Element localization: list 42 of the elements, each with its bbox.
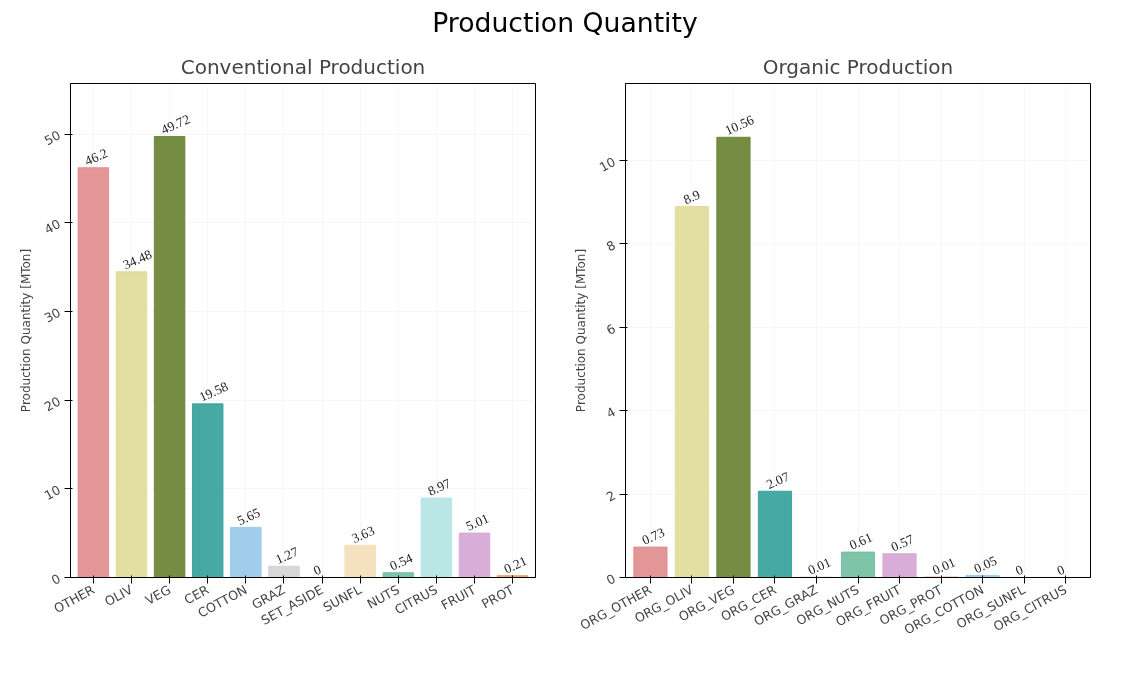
x-tick-label: OLIV [102,581,136,610]
data-label: 10.56 [722,112,757,139]
y-tick-label: 8 [603,237,619,255]
y-tick-label: 10 [596,154,619,176]
x-tick-label: VEG [142,582,174,608]
data-label: 46.2 [82,145,110,169]
data-label: 8.9 [681,186,703,208]
data-label: 0.73 [639,524,668,548]
data-label: 0.54 [387,550,416,574]
y-tick-label: 0 [48,571,64,589]
data-label: 0 [1013,561,1026,579]
y-axis-title: Production Quantity [MTon] [574,248,589,413]
data-label: 0.05 [971,552,1000,577]
data-label: 5.65 [234,504,263,529]
chart-title: Organic Production [762,54,954,79]
y-tick-label: 30 [41,304,64,326]
y-tick-label: 40 [41,216,64,238]
data-label: 19.58 [196,378,231,405]
data-label: 0.01 [805,554,834,578]
chart-title: Conventional Production [180,54,426,79]
data-label: 0 [311,561,324,579]
data-label: 34.48 [120,246,155,273]
y-axis-title: Production Quantity [MTon] [19,248,34,413]
data-label: 49.72 [158,111,193,138]
data-label: 2.07 [764,468,792,493]
text: Production Quantity [432,6,698,40]
y-tick-label: 20 [41,393,64,415]
y-tick-label: 10 [41,482,64,504]
y-tick-label: 2 [603,487,619,505]
y-tick-label: 0 [603,571,619,589]
data-label: 1.27 [273,543,301,568]
data-label: 0.57 [888,531,917,555]
data-label: 0.01 [930,554,958,578]
data-label: 5.01 [463,510,492,534]
data-label: 3.63 [349,522,377,547]
y-tick-label: 6 [603,320,619,338]
data-label: 0.21 [501,553,530,577]
y-tick-label: 50 [41,127,64,149]
data-label: 0 [1054,561,1068,579]
data-label: 8.97 [425,475,454,499]
y-tick-label: 4 [603,404,619,422]
data-label: 0.61 [847,529,875,553]
